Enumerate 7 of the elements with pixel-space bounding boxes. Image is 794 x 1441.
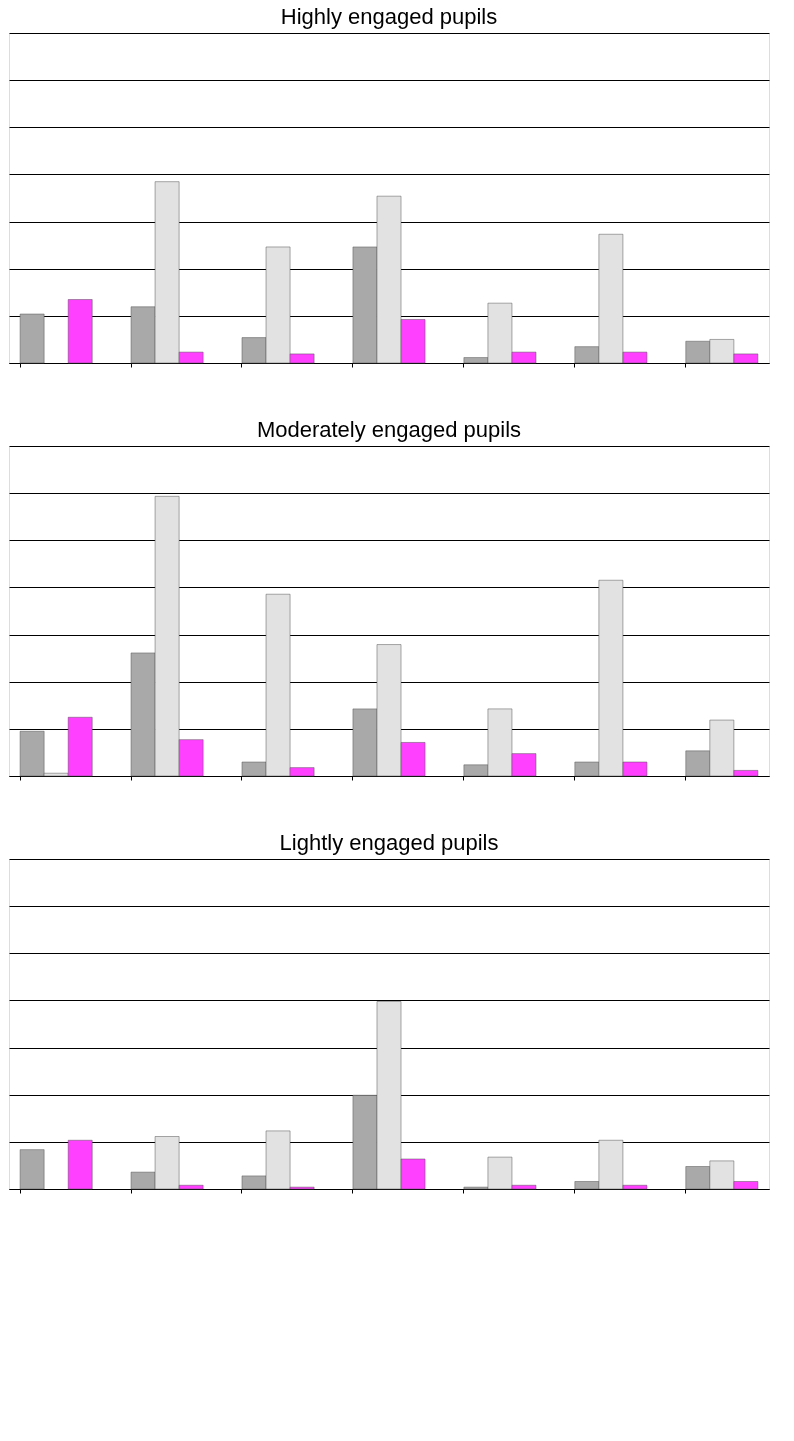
bar <box>67 299 93 364</box>
bar <box>19 313 45 364</box>
bar <box>67 1140 93 1190</box>
bar <box>19 1149 45 1190</box>
chart-title: Highly engaged pupils <box>280 4 498 29</box>
chart-title: Moderately engaged pupils <box>256 417 522 442</box>
chart-title: Lightly engaged pupils <box>279 830 499 855</box>
